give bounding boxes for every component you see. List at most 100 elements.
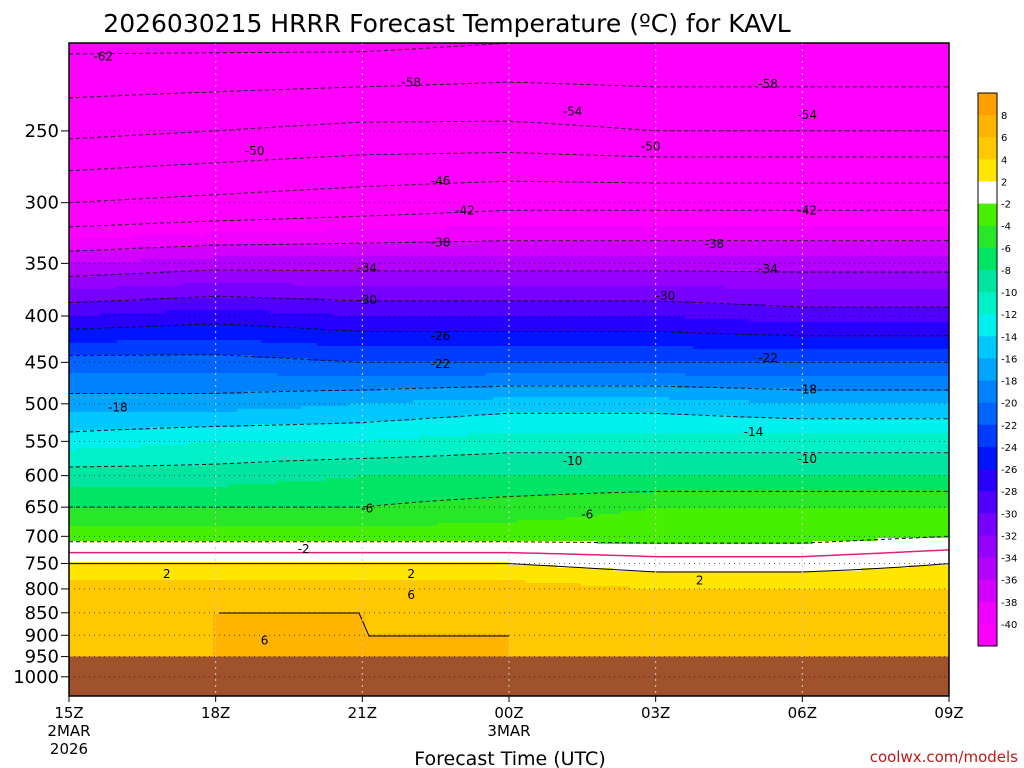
field-cell (165, 523, 174, 527)
field-cell (125, 46, 134, 50)
field-cell (181, 427, 190, 431)
field-cell (229, 415, 238, 419)
field-cell (109, 589, 118, 593)
field-cell (77, 454, 86, 458)
field-cell (149, 346, 158, 350)
field-cell (221, 199, 230, 203)
field-cell (101, 358, 110, 362)
field-cell (149, 295, 158, 299)
field-cell (173, 637, 182, 641)
field-cell (77, 403, 86, 407)
field-cell (229, 67, 238, 71)
field-cell (237, 472, 246, 476)
field-cell (165, 541, 174, 545)
field-cell (149, 190, 158, 194)
field-cell (205, 274, 214, 278)
field-cell (149, 319, 158, 323)
field-cell (117, 97, 126, 101)
field-cell (117, 136, 126, 140)
field-cell (117, 460, 126, 464)
field-cell (205, 376, 214, 380)
field-cell (197, 346, 206, 350)
field-cell (229, 580, 238, 584)
field-cell (101, 616, 110, 620)
field-cell (205, 568, 214, 572)
field-cell (229, 262, 238, 266)
field-cell (197, 397, 206, 401)
field-cell (165, 268, 174, 272)
field-cell (181, 88, 190, 92)
field-cell (149, 172, 158, 176)
field-cell (77, 85, 86, 89)
field-cell (141, 286, 150, 290)
field-cell (85, 244, 94, 248)
field-cell (77, 631, 86, 635)
field-cell (229, 181, 238, 185)
field-cell (125, 253, 134, 257)
field-cell (197, 499, 206, 503)
field-cell (109, 601, 118, 605)
field-cell (245, 169, 254, 173)
field-cell (229, 634, 238, 638)
field-cell (221, 412, 230, 416)
field-cell (77, 544, 86, 548)
field-cell (189, 550, 198, 554)
field-cell (157, 490, 166, 494)
field-cell (221, 370, 230, 374)
field-cell (109, 439, 118, 443)
field-cell (229, 613, 238, 617)
field-cell (173, 382, 182, 386)
field-cell (109, 559, 118, 563)
field-cell (157, 415, 166, 419)
field-cell (101, 385, 110, 389)
field-cell (125, 526, 134, 530)
field-cell (245, 118, 254, 122)
field-cell (221, 364, 230, 368)
field-cell (125, 466, 134, 470)
field-cell (181, 103, 190, 107)
field-cell (133, 448, 142, 452)
field-cell (117, 175, 126, 179)
field-cell (117, 100, 126, 104)
field-cell (173, 52, 182, 56)
field-cell (85, 274, 94, 278)
field-cell (173, 187, 182, 191)
field-cell (237, 466, 246, 470)
field-cell (125, 295, 134, 299)
field-cell (133, 424, 142, 428)
field-cell (117, 442, 126, 446)
field-cell (189, 190, 198, 194)
field-cell (221, 592, 230, 596)
field-cell (93, 457, 102, 461)
field-cell (101, 91, 110, 95)
field-cell (69, 640, 78, 644)
field-cell (149, 187, 158, 191)
field-cell (245, 307, 254, 311)
field-cell (77, 229, 86, 233)
field-cell (165, 229, 174, 233)
field-cell (205, 166, 214, 170)
field-cell (237, 634, 246, 638)
field-cell (149, 553, 158, 557)
field-cell (205, 220, 214, 224)
field-cell (245, 421, 254, 425)
field-cell (229, 163, 238, 167)
field-cell (229, 370, 238, 374)
field-cell (181, 412, 190, 416)
field-cell (173, 133, 182, 137)
field-cell (149, 151, 158, 155)
field-cell (85, 235, 94, 239)
field-cell (149, 373, 158, 377)
field-cell (109, 427, 118, 431)
field-cell (125, 298, 134, 302)
field-cell (85, 223, 94, 227)
field-cell (205, 337, 214, 341)
field-cell (213, 154, 222, 158)
field-cell (245, 232, 254, 236)
field-cell (69, 607, 78, 611)
field-cell (117, 292, 126, 296)
field-cell (189, 262, 198, 266)
field-cell (253, 88, 262, 92)
field-cell (197, 139, 206, 143)
field-cell (229, 157, 238, 161)
